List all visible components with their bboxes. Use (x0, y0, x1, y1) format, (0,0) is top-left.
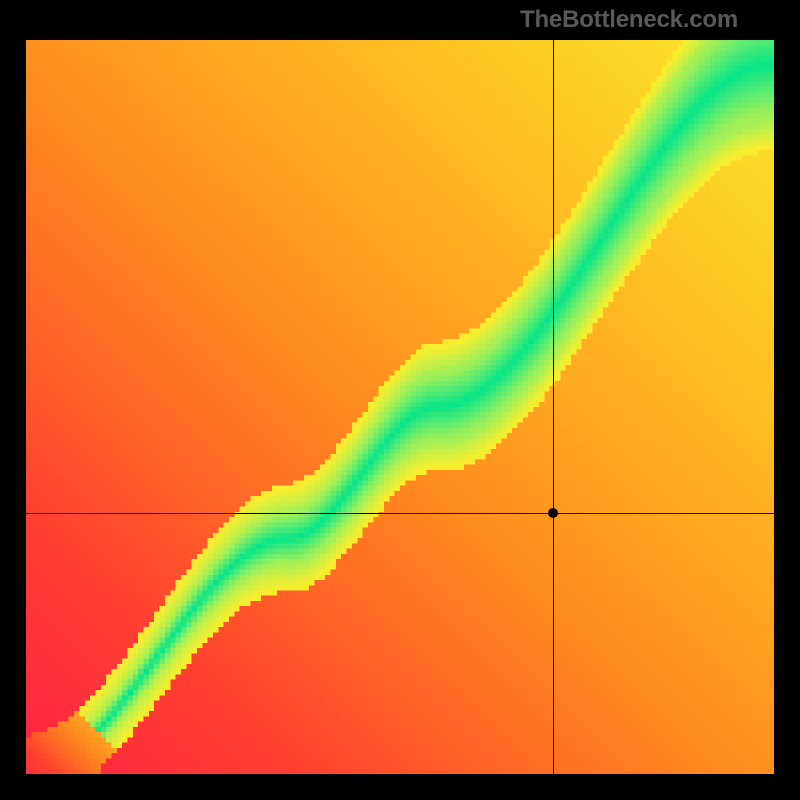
crosshair-vertical (553, 40, 554, 774)
stage: TheBottleneck.com (0, 0, 800, 800)
bottleneck-heatmap (26, 40, 774, 774)
watermark-text: TheBottleneck.com (520, 6, 738, 34)
crosshair-horizontal (26, 513, 774, 514)
